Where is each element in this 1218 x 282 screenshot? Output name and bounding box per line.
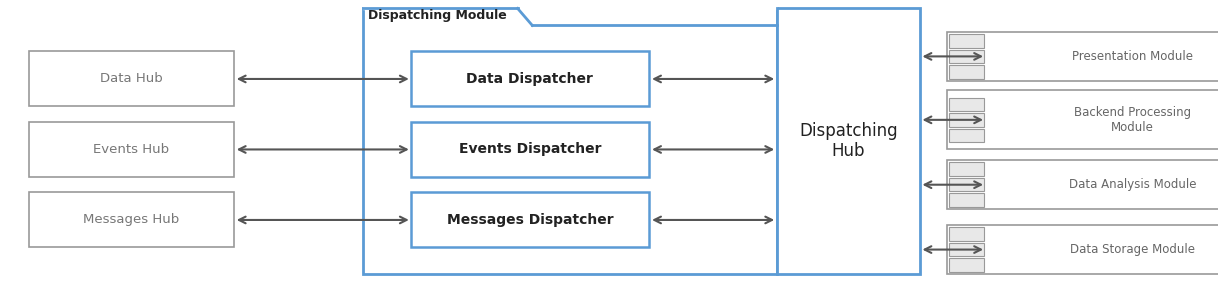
Bar xyxy=(29,192,234,248)
Bar xyxy=(948,32,1218,81)
Bar xyxy=(363,8,777,274)
Bar xyxy=(950,243,984,256)
Bar xyxy=(29,52,234,107)
Bar xyxy=(950,34,984,48)
Bar xyxy=(29,122,234,177)
Bar xyxy=(950,98,984,111)
Bar xyxy=(777,8,920,274)
Bar xyxy=(950,193,984,207)
Text: Messages Dispatcher: Messages Dispatcher xyxy=(447,213,613,227)
Bar xyxy=(950,162,984,176)
Bar xyxy=(950,227,984,241)
Bar xyxy=(950,178,984,191)
Bar xyxy=(412,52,648,107)
Bar xyxy=(948,225,1218,274)
Text: Events Dispatcher: Events Dispatcher xyxy=(459,142,600,157)
Bar xyxy=(950,129,984,142)
Text: Messages Hub: Messages Hub xyxy=(83,213,180,226)
Text: Data Hub: Data Hub xyxy=(100,72,163,85)
Text: Dispatching
Hub: Dispatching Hub xyxy=(799,122,898,160)
Bar xyxy=(412,192,648,248)
Bar xyxy=(948,160,1218,209)
Text: Data Analysis Module: Data Analysis Module xyxy=(1069,178,1196,191)
Text: Data Dispatcher: Data Dispatcher xyxy=(466,72,593,86)
Bar xyxy=(950,258,984,272)
Text: Events Hub: Events Hub xyxy=(94,143,169,156)
Bar xyxy=(948,90,1218,149)
Text: Presentation Module: Presentation Module xyxy=(1072,50,1194,63)
Polygon shape xyxy=(363,0,777,9)
Bar xyxy=(950,50,984,63)
Bar xyxy=(412,122,648,177)
Text: Dispatching Module: Dispatching Module xyxy=(368,9,507,22)
Text: Backend Processing
Module: Backend Processing Module xyxy=(1074,106,1191,134)
Bar xyxy=(950,65,984,79)
Bar xyxy=(950,113,984,127)
Text: Data Storage Module: Data Storage Module xyxy=(1071,243,1195,256)
